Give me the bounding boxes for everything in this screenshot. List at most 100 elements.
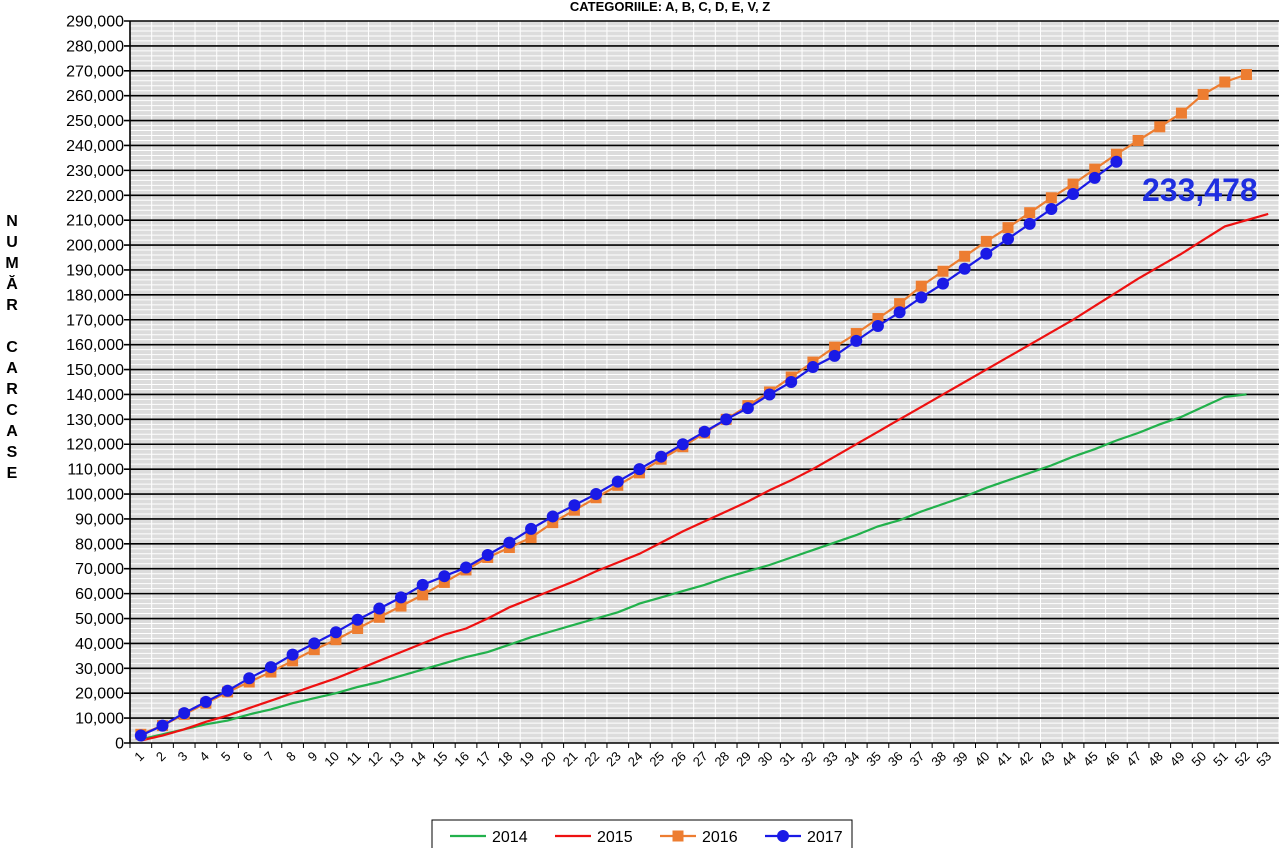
point-marker-2016 <box>829 341 841 353</box>
legend-label-2014: 2014 <box>492 829 528 846</box>
y-tick-label: 170,000 <box>66 312 124 329</box>
point-marker-2017 <box>481 549 494 562</box>
legend-label-2015: 2015 <box>597 829 633 846</box>
x-tick-label: 52 <box>1232 749 1253 770</box>
legend: 2014 2015 2016 2017 <box>431 819 853 853</box>
point-marker-2016 <box>1089 163 1101 175</box>
y-axis-label-letter: U <box>6 234 18 251</box>
point-marker-2017 <box>1067 188 1080 201</box>
point-marker-2017 <box>243 672 256 685</box>
x-tick-label: 18 <box>495 749 516 770</box>
point-marker-2017 <box>264 661 277 674</box>
y-axis-ticks: 0 10,000 20,000 30,000 40,000 50,000 60,000 70,… <box>66 14 124 753</box>
point-marker-2016 <box>850 327 862 339</box>
legend-marker-2016 <box>672 830 684 842</box>
point-marker-2017 <box>416 578 429 591</box>
x-tick-label: 19 <box>516 749 537 770</box>
point-marker-2017 <box>936 277 949 290</box>
point-marker-2017 <box>178 707 191 720</box>
point-marker-2017 <box>590 488 603 501</box>
x-tick-label: 28 <box>711 749 732 770</box>
y-axis-label-letter: N <box>6 213 18 230</box>
point-marker-2016 <box>1024 207 1036 219</box>
x-tick-label: 3 <box>175 749 191 765</box>
x-tick-label: 46 <box>1102 749 1123 770</box>
point-marker-2016 <box>1197 88 1209 100</box>
point-marker-2017 <box>199 695 212 708</box>
point-marker-2017 <box>720 413 733 426</box>
x-tick-label: 7 <box>261 749 277 765</box>
x-tick-label: 22 <box>581 749 602 770</box>
point-marker-2017 <box>460 561 473 574</box>
point-marker-2017 <box>1023 217 1036 230</box>
point-marker-2016 <box>438 576 450 588</box>
x-tick-label: 37 <box>907 749 928 770</box>
x-tick-label: 23 <box>603 749 624 770</box>
y-axis-label-letter: C <box>6 339 18 356</box>
point-marker-2017 <box>980 247 993 260</box>
x-tick-label: 34 <box>842 749 863 770</box>
x-tick-label: 26 <box>668 749 689 770</box>
x-axis-ticks: 1 2 3 4 5 6 7 8 9 10 11 12 13 14 15 16 17 18 19 20 21 22 23 24 2… <box>129 743 1274 770</box>
y-axis-label-letter: A <box>6 360 18 377</box>
plot-background <box>130 21 1279 743</box>
point-marker-2017 <box>741 402 754 415</box>
point-marker-2017 <box>221 684 234 697</box>
point-marker-2017 <box>893 306 906 319</box>
y-tick-label: 110,000 <box>67 462 124 479</box>
point-marker-2016 <box>308 644 320 656</box>
major-gridlines <box>124 20 1279 744</box>
x-tick-label: 14 <box>408 749 429 770</box>
x-tick-label: 32 <box>798 749 819 770</box>
series-line-2016 <box>140 73 1247 736</box>
point-marker-2017 <box>828 349 841 362</box>
y-tick-label: 270,000 <box>66 63 124 80</box>
y-tick-label: 0 <box>115 736 124 753</box>
x-tick-label: 27 <box>690 749 711 770</box>
y-tick-label: 250,000 <box>66 113 124 130</box>
x-tick-label: 43 <box>1037 749 1058 770</box>
y-tick-label: 70,000 <box>75 561 124 578</box>
x-tick-label: 9 <box>305 749 321 765</box>
point-marker-2017 <box>1002 232 1015 245</box>
x-tick-label: 13 <box>386 749 407 770</box>
point-marker-2016 <box>330 634 342 646</box>
point-marker-2016 <box>1045 192 1057 204</box>
y-tick-label: 240,000 <box>66 138 124 155</box>
point-marker-2016 <box>395 600 407 612</box>
point-marker-2017 <box>806 361 819 374</box>
legend-label-2016: 2016 <box>702 829 738 846</box>
y-tick-label: 30,000 <box>75 661 124 678</box>
point-marker-2016 <box>547 517 559 529</box>
x-tick-label: 20 <box>538 749 559 770</box>
y-tick-label: 230,000 <box>66 163 124 180</box>
x-tick-label: 17 <box>473 749 494 770</box>
x-tick-label: 42 <box>1015 749 1036 770</box>
point-marker-2016 <box>1002 222 1014 234</box>
y-tick-label: 20,000 <box>75 686 124 703</box>
point-marker-2016 <box>525 532 537 544</box>
point-marker-2017 <box>308 637 321 650</box>
x-tick-label: 39 <box>950 749 971 770</box>
x-tick-label: 24 <box>625 749 646 770</box>
y-tick-label: 280,000 <box>66 38 124 55</box>
point-marker-2017 <box>329 626 342 639</box>
point-marker-2016 <box>352 622 364 634</box>
x-tick-label: 45 <box>1080 749 1101 770</box>
y-tick-label: 150,000 <box>66 362 124 379</box>
point-marker-2017 <box>1088 171 1101 184</box>
last-value-annotation: 233,478 <box>1142 172 1258 208</box>
point-marker-2016 <box>872 313 884 325</box>
point-marker-2017 <box>156 719 169 732</box>
x-tick-label: 47 <box>1123 749 1144 770</box>
series-line-2014 <box>140 393 1247 741</box>
point-marker-2017 <box>568 499 581 512</box>
x-tick-label: 16 <box>451 749 472 770</box>
point-marker-2016 <box>1175 107 1187 119</box>
y-tick-label: 120,000 <box>66 437 124 454</box>
series-line-2017 <box>140 160 1118 737</box>
point-marker-2016 <box>894 298 906 310</box>
x-tick-label: 15 <box>430 749 451 770</box>
